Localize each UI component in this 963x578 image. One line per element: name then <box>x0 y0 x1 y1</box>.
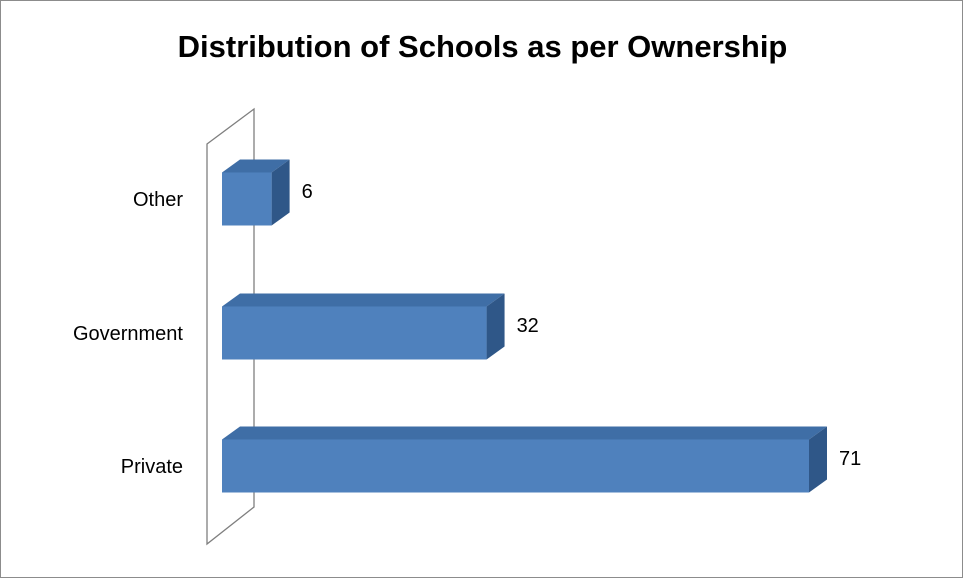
data-label-other: 6 <box>302 181 313 203</box>
bar-government <box>222 293 505 360</box>
bar-front-face <box>222 439 809 493</box>
bar-front-face <box>222 306 487 360</box>
data-label-government: 32 <box>517 315 539 337</box>
data-label-private: 71 <box>839 448 861 470</box>
bar-top-face <box>222 159 290 173</box>
bar-side-face <box>271 159 290 226</box>
category-label-private: Private <box>121 456 183 478</box>
bar-side-face <box>809 426 827 493</box>
bar-top-face <box>222 293 505 307</box>
bar-front-face <box>222 172 272 226</box>
axis-wall <box>206 107 255 546</box>
bar-other <box>222 159 290 226</box>
chart-title: Distribution of Schools as per Ownership <box>177 29 788 64</box>
bar-side-face <box>486 293 505 360</box>
bar-top-face <box>222 426 827 440</box>
category-label-government: Government <box>73 323 183 345</box>
category-label-other: Other <box>133 189 183 211</box>
bar-private <box>222 426 827 493</box>
